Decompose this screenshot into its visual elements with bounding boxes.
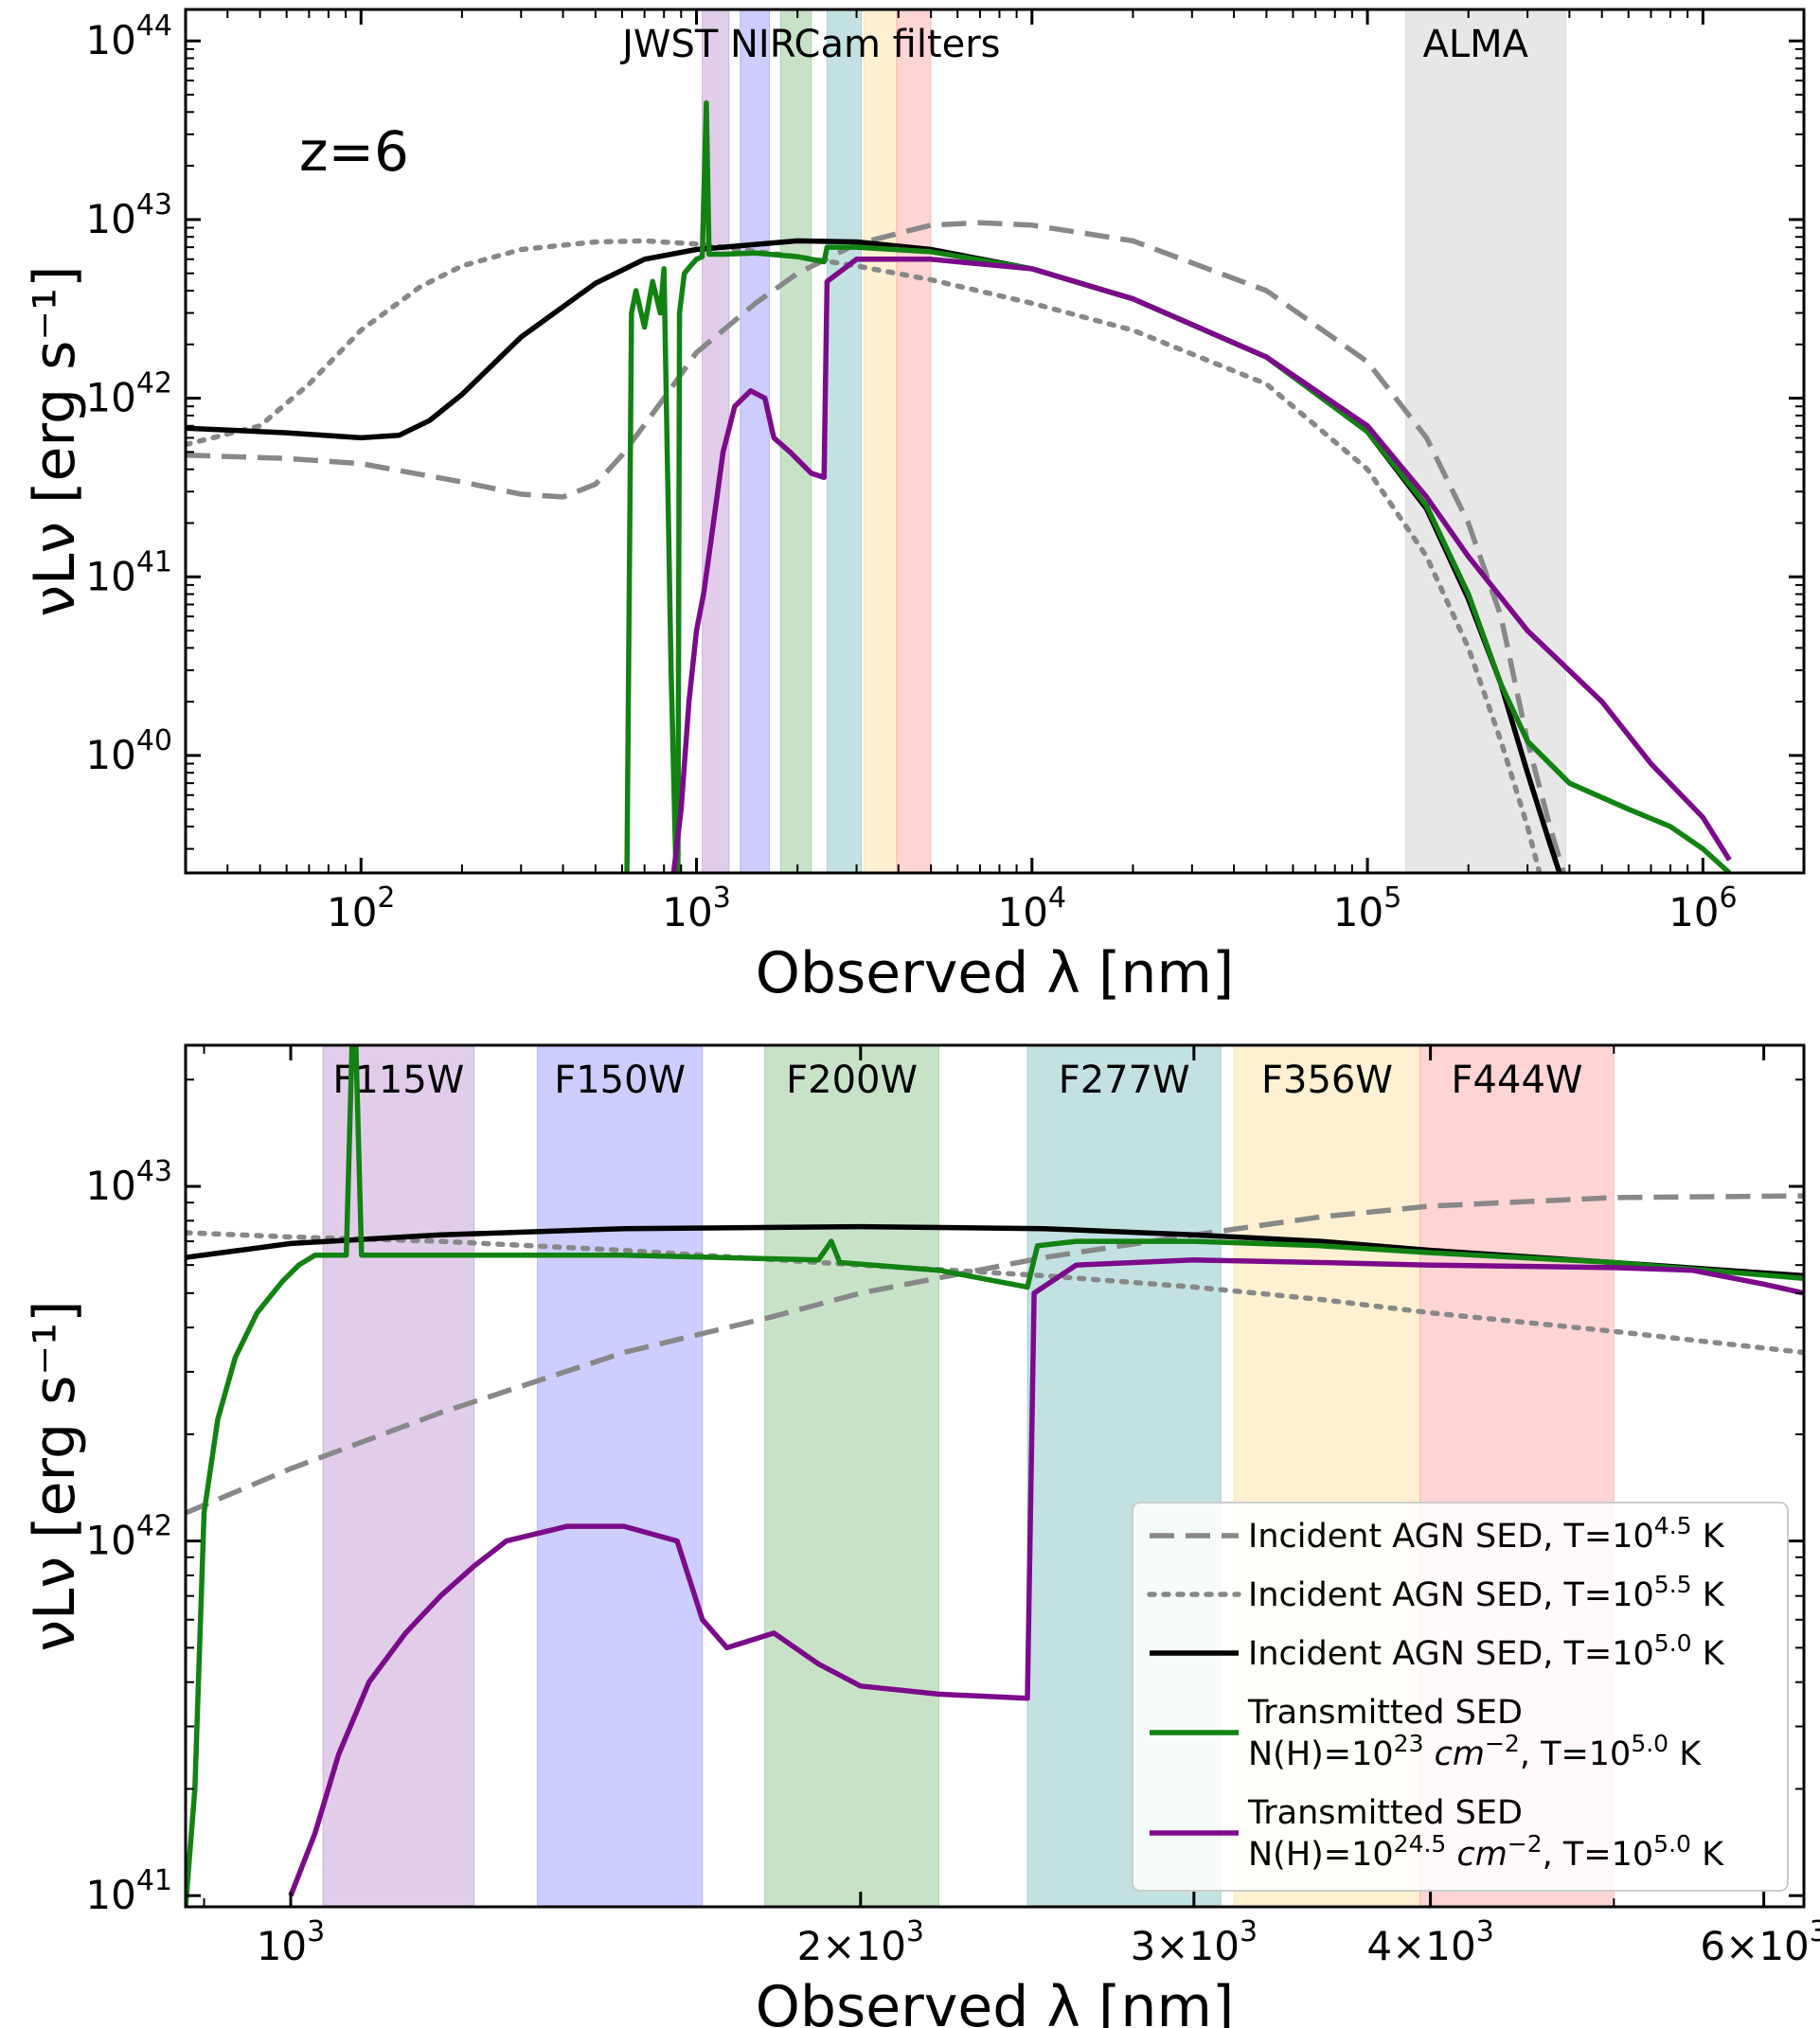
x-tick-label: 102 bbox=[327, 881, 396, 935]
top-panel: JWST NIRCam filters ALMA 102 103 104 105 106 10… bbox=[22, 8, 1806, 1006]
y-tick-label: 1042 bbox=[85, 367, 172, 421]
group-label-0: JWST NIRCam filters bbox=[619, 23, 1000, 66]
x-tick-label: 4×103 bbox=[1366, 1915, 1493, 1969]
series-line-4 bbox=[288, 1257, 1804, 1897]
band-label-f356w: F356W bbox=[1261, 1058, 1393, 1102]
legend-entry-3-line-1: N(H)=1023 cm−2, T=105.0 K bbox=[1248, 1730, 1702, 1773]
legend: Incident AGN SED, T=104.5 K Incident AGN … bbox=[1132, 1502, 1789, 1892]
x-tick-label: 6×103 bbox=[1700, 1915, 1820, 1969]
legend-entry-2-line-0: Incident AGN SED, T=105.0 K bbox=[1248, 1629, 1725, 1673]
band-f444w bbox=[896, 9, 932, 873]
band-label-f277w: F277W bbox=[1059, 1058, 1190, 1102]
filter-bands bbox=[702, 9, 1566, 873]
series-line-1 bbox=[186, 238, 1543, 873]
y-tick-label: 1042 bbox=[85, 1510, 172, 1564]
legend-entry-4-line-0: Transmitted SED bbox=[1247, 1794, 1523, 1832]
series-group bbox=[186, 99, 1732, 873]
x-tick-label: 3×103 bbox=[1131, 1915, 1258, 1969]
x-axis-label: Observed λ [nm] bbox=[756, 940, 1235, 1006]
x-tick-label: 106 bbox=[1668, 881, 1738, 935]
y-tick-label: 1040 bbox=[85, 724, 172, 778]
band-label-f200w: F200W bbox=[786, 1058, 918, 1102]
legend-entry-0-line-0: Incident AGN SED, T=104.5 K bbox=[1248, 1512, 1725, 1556]
legend-entry-3-line-0: Transmitted SED bbox=[1247, 1694, 1523, 1732]
band-f150w bbox=[740, 9, 771, 873]
legend-frame bbox=[1132, 1502, 1789, 1892]
band-label-f444w: F444W bbox=[1452, 1058, 1583, 1102]
group-label-1: ALMA bbox=[1422, 23, 1528, 66]
y-tick-label: 1041 bbox=[85, 1864, 172, 1918]
band-f356w bbox=[863, 9, 898, 873]
band-alma bbox=[1404, 9, 1566, 873]
series-line-3 bbox=[624, 99, 1732, 873]
y-tick-label: 1043 bbox=[85, 1155, 172, 1209]
x-tick-label: 2×103 bbox=[797, 1915, 924, 1969]
x-tick-label: 103 bbox=[662, 881, 731, 935]
y-tick-label: 1043 bbox=[85, 188, 172, 242]
legend-entry-1-line-0: Incident AGN SED, T=105.5 K bbox=[1248, 1571, 1725, 1614]
y-tick-label: 1041 bbox=[85, 545, 172, 599]
band-label-f150w: F150W bbox=[554, 1058, 686, 1102]
x-tick-label: 105 bbox=[1333, 881, 1402, 935]
band-f200w bbox=[764, 1045, 940, 1907]
band-f200w bbox=[779, 9, 812, 873]
series-group bbox=[186, 1045, 1804, 1907]
series-line-4 bbox=[670, 257, 1732, 873]
y-axis-label: νLν [erg s⁻¹] bbox=[22, 265, 88, 616]
band-f277w bbox=[826, 9, 863, 873]
x-axis-label: Observed λ [nm] bbox=[756, 1974, 1235, 2028]
y-axis-label: νLν [erg s⁻¹] bbox=[22, 1300, 88, 1651]
legend-entry-4-line-1: N(H)=1024.5 cm−2, T=105.0 K bbox=[1248, 1830, 1724, 1874]
redshift-annotation: z=6 bbox=[299, 119, 409, 184]
y-tick-label: 1044 bbox=[85, 9, 172, 63]
x-tick-label: 103 bbox=[257, 1915, 326, 1969]
axes-frame bbox=[184, 1043, 1806, 1909]
band-f150w bbox=[537, 1045, 704, 1907]
series-line-3 bbox=[186, 1045, 1804, 1907]
x-tick-label: 104 bbox=[998, 881, 1067, 935]
axes-frame bbox=[184, 8, 1806, 875]
band-f115w bbox=[322, 1045, 475, 1907]
